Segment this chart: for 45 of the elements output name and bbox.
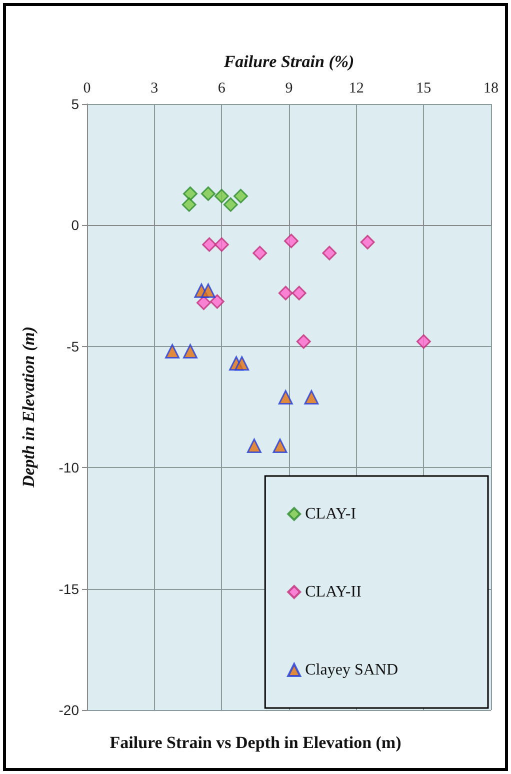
point bbox=[210, 294, 224, 309]
point bbox=[214, 237, 229, 252]
y-tick-label: -20 bbox=[58, 702, 80, 718]
point bbox=[196, 296, 211, 310]
point bbox=[272, 438, 288, 454]
point bbox=[200, 283, 216, 298]
point bbox=[182, 186, 198, 201]
x-tick-label: 3 bbox=[150, 80, 158, 96]
x-tick-label: 18 bbox=[484, 80, 498, 96]
y-tick-label: 5 bbox=[71, 96, 80, 112]
point bbox=[252, 246, 268, 260]
point bbox=[360, 234, 375, 250]
point bbox=[322, 246, 337, 260]
text: Failure Strain vs Depth in Elevation (m) bbox=[110, 733, 402, 752]
x-tick-label: 15 bbox=[416, 80, 432, 96]
x-tick-label: 6 bbox=[218, 80, 226, 96]
point bbox=[246, 438, 262, 454]
legend-label: Clayey SAND bbox=[305, 662, 398, 678]
y-axis-title: Depth in Elevation (m) bbox=[19, 326, 38, 489]
x-axis-title: Failure Strain (%) bbox=[222, 52, 354, 71]
point bbox=[223, 197, 238, 212]
point bbox=[165, 344, 180, 358]
point bbox=[202, 237, 217, 252]
x-tick-label: 0 bbox=[83, 80, 91, 96]
legend-label: CLAY-I bbox=[305, 506, 356, 522]
point bbox=[284, 234, 298, 248]
point bbox=[182, 344, 198, 358]
point bbox=[214, 188, 229, 204]
x-tick-label: 9 bbox=[285, 80, 293, 96]
point bbox=[304, 390, 319, 405]
point bbox=[234, 356, 250, 371]
point bbox=[296, 334, 311, 349]
point bbox=[278, 390, 293, 405]
y-tick-label: 0 bbox=[71, 217, 80, 234]
y-tick-label: -15 bbox=[58, 580, 80, 597]
legend-label: CLAY-II bbox=[305, 584, 362, 600]
y-tick-label: -10 bbox=[58, 460, 80, 476]
point bbox=[292, 286, 306, 300]
point bbox=[200, 186, 216, 201]
point bbox=[233, 188, 248, 204]
y-tick-label: -5 bbox=[66, 338, 80, 354]
point bbox=[182, 197, 196, 212]
x-tick-label: 12 bbox=[348, 80, 364, 96]
point bbox=[416, 334, 431, 349]
point bbox=[278, 286, 293, 300]
